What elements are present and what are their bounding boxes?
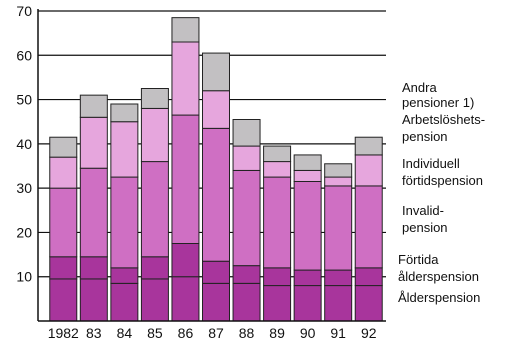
legend-andra-1: Andra bbox=[402, 80, 437, 95]
bar-87-series-2 bbox=[202, 127, 230, 262]
bar-89-series-0 bbox=[263, 285, 292, 322]
legend-invalid-2: pension bbox=[402, 220, 448, 235]
y-tick-40: 40 bbox=[16, 136, 32, 152]
bar-90-series-0 bbox=[293, 285, 322, 322]
x-tick-83: 83 bbox=[86, 325, 102, 341]
x-tick-84: 84 bbox=[117, 325, 133, 341]
bars bbox=[49, 17, 383, 322]
bar-92-series-2 bbox=[354, 185, 383, 269]
legend-andra-2: pensioner 1) bbox=[402, 95, 474, 110]
x-tick-87: 87 bbox=[208, 325, 224, 341]
bar-1982-series-0 bbox=[49, 278, 78, 322]
legend-fortida-2: ålderspension bbox=[398, 269, 479, 284]
bar-91-series-1 bbox=[324, 269, 353, 287]
bar-86-series-0 bbox=[171, 276, 200, 322]
bar-92-series-5 bbox=[354, 136, 383, 156]
legend-arbetsloshets-1: Arbetslöshets- bbox=[402, 112, 485, 127]
legend-invalid-1: Invalid- bbox=[402, 203, 444, 218]
bar-92-series-0 bbox=[354, 285, 383, 322]
bar-85-series-2 bbox=[140, 161, 169, 258]
x-tick-91: 91 bbox=[330, 325, 346, 341]
bar-84-series-0 bbox=[110, 282, 139, 322]
y-tick-labels: 10 20 30 40 50 60 70 bbox=[16, 3, 32, 285]
bar-1982-series-1 bbox=[49, 256, 78, 280]
bar-84-series-1 bbox=[110, 267, 139, 284]
x-tick-88: 88 bbox=[239, 325, 255, 341]
bar-85-series-5 bbox=[140, 88, 169, 109]
bar-92-series-3 bbox=[354, 154, 383, 187]
bar-87-series-0 bbox=[202, 282, 230, 322]
bar-84-series-2 bbox=[110, 176, 139, 269]
bar-88-series-5 bbox=[232, 119, 261, 147]
bar-1982-series-3 bbox=[49, 156, 78, 189]
bar-92-series-1 bbox=[354, 267, 383, 287]
bar-87-series-3 bbox=[202, 90, 230, 129]
bar-87-series-1 bbox=[202, 260, 230, 284]
bar-83-series-3 bbox=[79, 116, 108, 169]
bar-83-series-0 bbox=[79, 278, 108, 322]
legend-fortida-1: Förtida bbox=[398, 252, 439, 267]
bar-88-series-2 bbox=[232, 169, 261, 267]
bar-90-series-3 bbox=[293, 169, 322, 183]
bar-91-series-3 bbox=[324, 176, 353, 187]
legend-individuell-2: förtidspension bbox=[402, 173, 483, 188]
bar-85-series-1 bbox=[140, 256, 169, 280]
legend-alderspension: Ålderspension bbox=[398, 290, 480, 305]
bar-86-series-5 bbox=[171, 17, 200, 43]
bar-91-series-0 bbox=[324, 285, 353, 322]
bar-88-series-1 bbox=[232, 265, 261, 284]
bar-88-series-0 bbox=[232, 282, 261, 322]
bar-90-series-2 bbox=[293, 181, 322, 271]
bar-85-series-3 bbox=[140, 107, 169, 163]
bar-87-series-5 bbox=[202, 52, 230, 92]
legend: Andra pensioner 1) Arbetslöshets- pensio… bbox=[398, 80, 485, 305]
legend-arbetsloshets-2: pension bbox=[402, 129, 448, 144]
x-tick-89: 89 bbox=[269, 325, 285, 341]
x-tick-86: 86 bbox=[178, 325, 194, 341]
bar-89-series-2 bbox=[263, 176, 292, 269]
bar-84-series-3 bbox=[110, 121, 139, 178]
axes bbox=[37, 9, 386, 322]
y-tick-30: 30 bbox=[16, 180, 32, 196]
x-tick-1982: 1982 bbox=[48, 325, 79, 341]
x-tick-labels: 1982 83 84 85 86 87 88 89 90 91 92 bbox=[48, 325, 377, 341]
bar-88-series-3 bbox=[232, 145, 261, 171]
y-tick-60: 60 bbox=[16, 47, 32, 63]
bar-86-series-2 bbox=[171, 114, 200, 244]
bar-83-series-2 bbox=[79, 167, 108, 258]
bar-85-series-0 bbox=[140, 278, 169, 322]
bar-90-series-1 bbox=[293, 269, 322, 287]
bar-89-series-1 bbox=[263, 267, 292, 287]
bar-90-series-5 bbox=[293, 154, 322, 171]
bar-89-series-5 bbox=[263, 145, 292, 163]
bar-91-series-2 bbox=[324, 185, 353, 271]
x-tick-85: 85 bbox=[147, 325, 163, 341]
bar-83-series-5 bbox=[79, 94, 108, 118]
legend-individuell-1: Individuell bbox=[402, 156, 460, 171]
x-tick-90: 90 bbox=[300, 325, 316, 341]
bar-1982-series-2 bbox=[49, 187, 78, 258]
y-tick-20: 20 bbox=[16, 224, 32, 240]
bar-86-series-3 bbox=[171, 41, 200, 116]
bar-1982-series-5 bbox=[49, 136, 78, 158]
y-tick-70: 70 bbox=[16, 3, 32, 19]
y-tick-10: 10 bbox=[16, 269, 32, 285]
bar-91-series-5 bbox=[324, 163, 353, 178]
bar-89-series-3 bbox=[263, 161, 292, 178]
bar-83-series-1 bbox=[79, 256, 108, 280]
x-tick-92: 92 bbox=[361, 325, 377, 341]
bar-84-series-5 bbox=[110, 103, 139, 123]
bar-86-series-1 bbox=[171, 243, 200, 278]
y-tick-50: 50 bbox=[16, 92, 32, 108]
